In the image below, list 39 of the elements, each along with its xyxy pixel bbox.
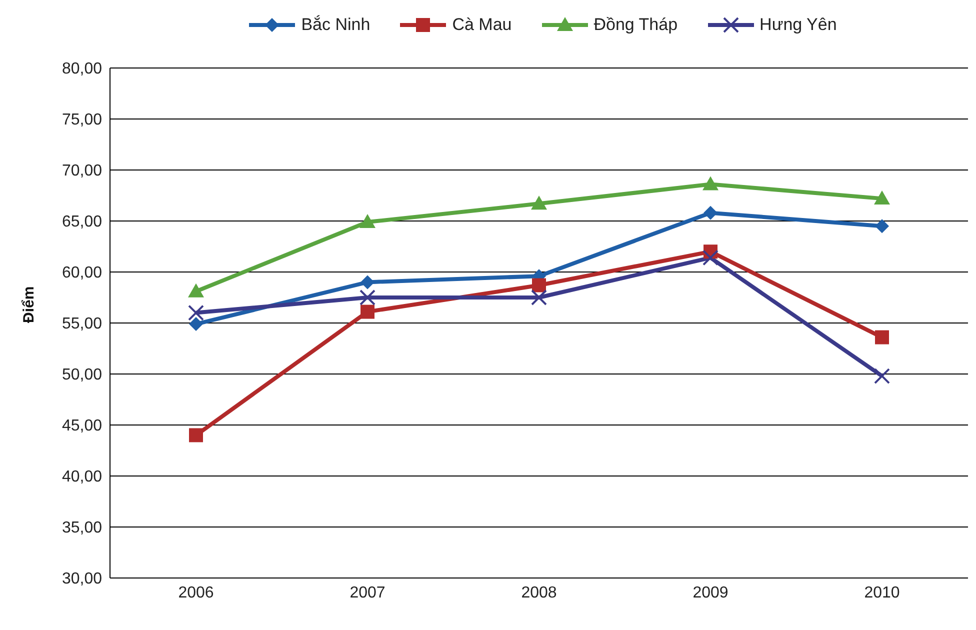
point — [189, 428, 203, 442]
point — [360, 275, 374, 290]
y-tick-label: 65,00 — [62, 214, 102, 231]
point — [874, 190, 890, 205]
y-tick-label: 60,00 — [62, 264, 102, 282]
y-tick-label: 35,00 — [62, 520, 102, 537]
point — [875, 330, 889, 344]
legend-label: Bắc Ninh — [301, 15, 370, 35]
y-tick-label: 75,00 — [62, 112, 102, 129]
point — [189, 317, 203, 332]
y-tick-label: 40,00 — [62, 468, 102, 486]
point — [874, 368, 890, 384]
point — [531, 290, 547, 306]
legend-label: Đồng Tháp — [594, 15, 678, 35]
point — [188, 283, 204, 298]
point — [532, 278, 546, 292]
point — [360, 214, 376, 228]
y-tick-label: 50,00 — [62, 366, 102, 384]
point — [875, 219, 889, 234]
y-axis-title: Điểm — [20, 286, 38, 323]
point — [360, 290, 376, 306]
y-tick-label: 70,00 — [62, 162, 102, 180]
x-tick-label: 2006 — [178, 584, 214, 602]
y-tick-label: 45,00 — [62, 418, 102, 435]
point — [702, 176, 718, 190]
y-tick-label: 55,00 — [62, 316, 102, 333]
point — [188, 304, 204, 321]
y-tick-label: 80,00 — [62, 60, 102, 78]
y-tick-label: 30,00 — [62, 570, 102, 588]
x-tick-label: 2010 — [864, 584, 900, 602]
legend-label: Hưng Yên — [760, 15, 837, 35]
point — [704, 206, 718, 220]
x-tick-label: 2008 — [521, 584, 557, 602]
point — [702, 250, 718, 266]
point — [360, 304, 374, 319]
x-tick-label: 2007 — [350, 584, 386, 602]
point — [531, 196, 547, 210]
legend-label: Cà Mau — [452, 15, 512, 35]
x-tick-label: 2009 — [692, 584, 728, 602]
